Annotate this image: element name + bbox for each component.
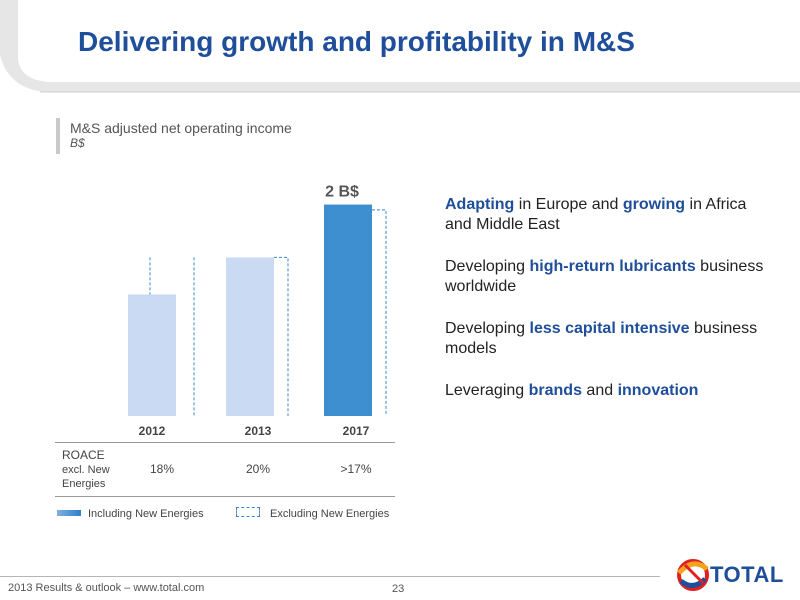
year-label-2017: 2017 xyxy=(342,424,370,438)
legend-swatch-including xyxy=(57,510,81,516)
bullet-0-part-2: growing xyxy=(622,196,686,213)
total-logo-icon xyxy=(677,559,709,591)
total-logo-text: TOTAL xyxy=(710,562,784,587)
bar-2017 xyxy=(324,204,372,416)
bullet-3-part-3: innovation xyxy=(617,382,699,399)
roace-label: ROACE xyxy=(62,448,105,462)
bar-2013 xyxy=(226,257,274,416)
chart-unit: B$ xyxy=(70,136,85,150)
bullet-2-part-2: business models xyxy=(445,320,758,357)
bullet-2-part-1: less capital intensive xyxy=(529,320,690,337)
bullet-0-part-1: in Europe and xyxy=(514,196,623,213)
year-label-2013: 2013 xyxy=(244,424,272,438)
legend-label-excluding: Excluding New Energies xyxy=(270,508,390,520)
bullet-3-part-2: and xyxy=(581,382,618,399)
table-divider-bottom xyxy=(55,496,395,497)
key-point-2: Developing less capital intensive busine… xyxy=(445,319,775,359)
key-point-1: Developing high-return lubricants busine… xyxy=(445,257,775,297)
bullet-0-part-3: in Africa and Middle East xyxy=(445,196,747,233)
key-point-3: Leveraging brands and innovation xyxy=(445,381,775,401)
bullet-2-part-0: Developing xyxy=(445,320,530,337)
bullet-1-part-0: Developing xyxy=(445,258,530,275)
page-title: Delivering growth and profitability in M… xyxy=(78,26,635,57)
bullet-0-part-0: Adapting xyxy=(445,196,515,213)
footer-text: 2013 Results & outlook – www.total.com xyxy=(8,582,205,594)
year-label-2012: 2012 xyxy=(138,424,166,438)
bar-2012 xyxy=(128,294,176,416)
header-swoosh xyxy=(0,0,800,93)
excluding-outline-2017 xyxy=(372,209,387,416)
chart-title: M&S adjusted net operating income xyxy=(70,120,292,136)
subtitle-accent-bar xyxy=(56,118,60,154)
bullet-1-part-2: business worldwide xyxy=(445,258,764,295)
bullet-3-part-1: brands xyxy=(528,382,582,399)
excluding-outline-2013 xyxy=(274,256,289,416)
roace-value-2013: 20% xyxy=(245,462,271,476)
legend-label-including: Including New Energies xyxy=(88,508,204,520)
roace-value-2012: 18% xyxy=(149,462,175,476)
legend-swatch-excluding xyxy=(236,507,260,517)
page-number: 23 xyxy=(392,583,405,595)
roace-value-2017: >17% xyxy=(340,462,372,476)
table-divider-top xyxy=(55,442,395,443)
bullet-1-part-1: high-return lubricants xyxy=(529,258,696,275)
footer-divider xyxy=(0,576,660,577)
roace-sublabel: excl. New Energies xyxy=(62,464,110,490)
key-points: Adapting in Europe and growing in Africa… xyxy=(445,195,775,423)
excluding-outline-2012 xyxy=(149,257,195,416)
data-label-2017: 2 B$ xyxy=(325,184,359,201)
bullet-3-part-0: Leveraging xyxy=(445,382,529,399)
key-point-0: Adapting in Europe and growing in Africa… xyxy=(445,195,775,235)
